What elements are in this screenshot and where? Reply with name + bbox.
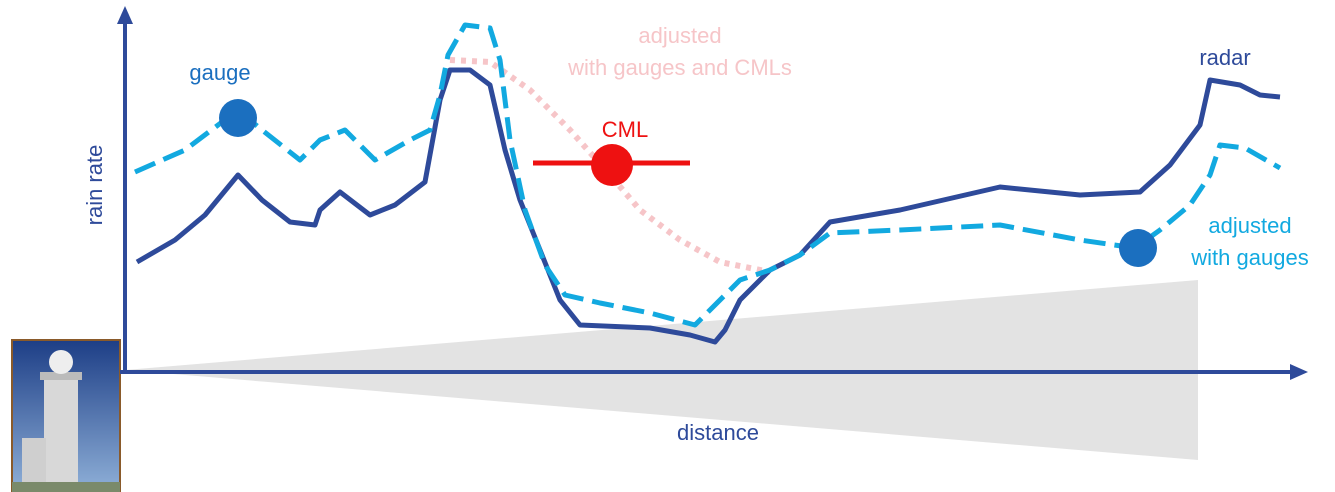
tower-photo xyxy=(11,339,121,492)
gauge-adjusted-label: with gauges xyxy=(1190,245,1308,270)
cml-label: CML xyxy=(602,117,648,142)
axes xyxy=(117,6,1308,380)
y-axis-label: rain rate xyxy=(82,145,107,226)
gauge-marker xyxy=(1119,229,1157,267)
gauge-adjusted-label: adjusted xyxy=(1208,213,1291,238)
cml-adjusted-label: adjusted xyxy=(638,23,721,48)
cml-marker xyxy=(591,144,633,186)
radar-label: radar xyxy=(1199,45,1250,70)
cml-adjusted-label: with gauges and CMLs xyxy=(567,55,792,80)
x-axis-label: distance xyxy=(677,420,759,445)
gauge-marker xyxy=(219,99,257,137)
radar-line xyxy=(135,67,1281,345)
gauge-label: gauge xyxy=(189,60,250,85)
